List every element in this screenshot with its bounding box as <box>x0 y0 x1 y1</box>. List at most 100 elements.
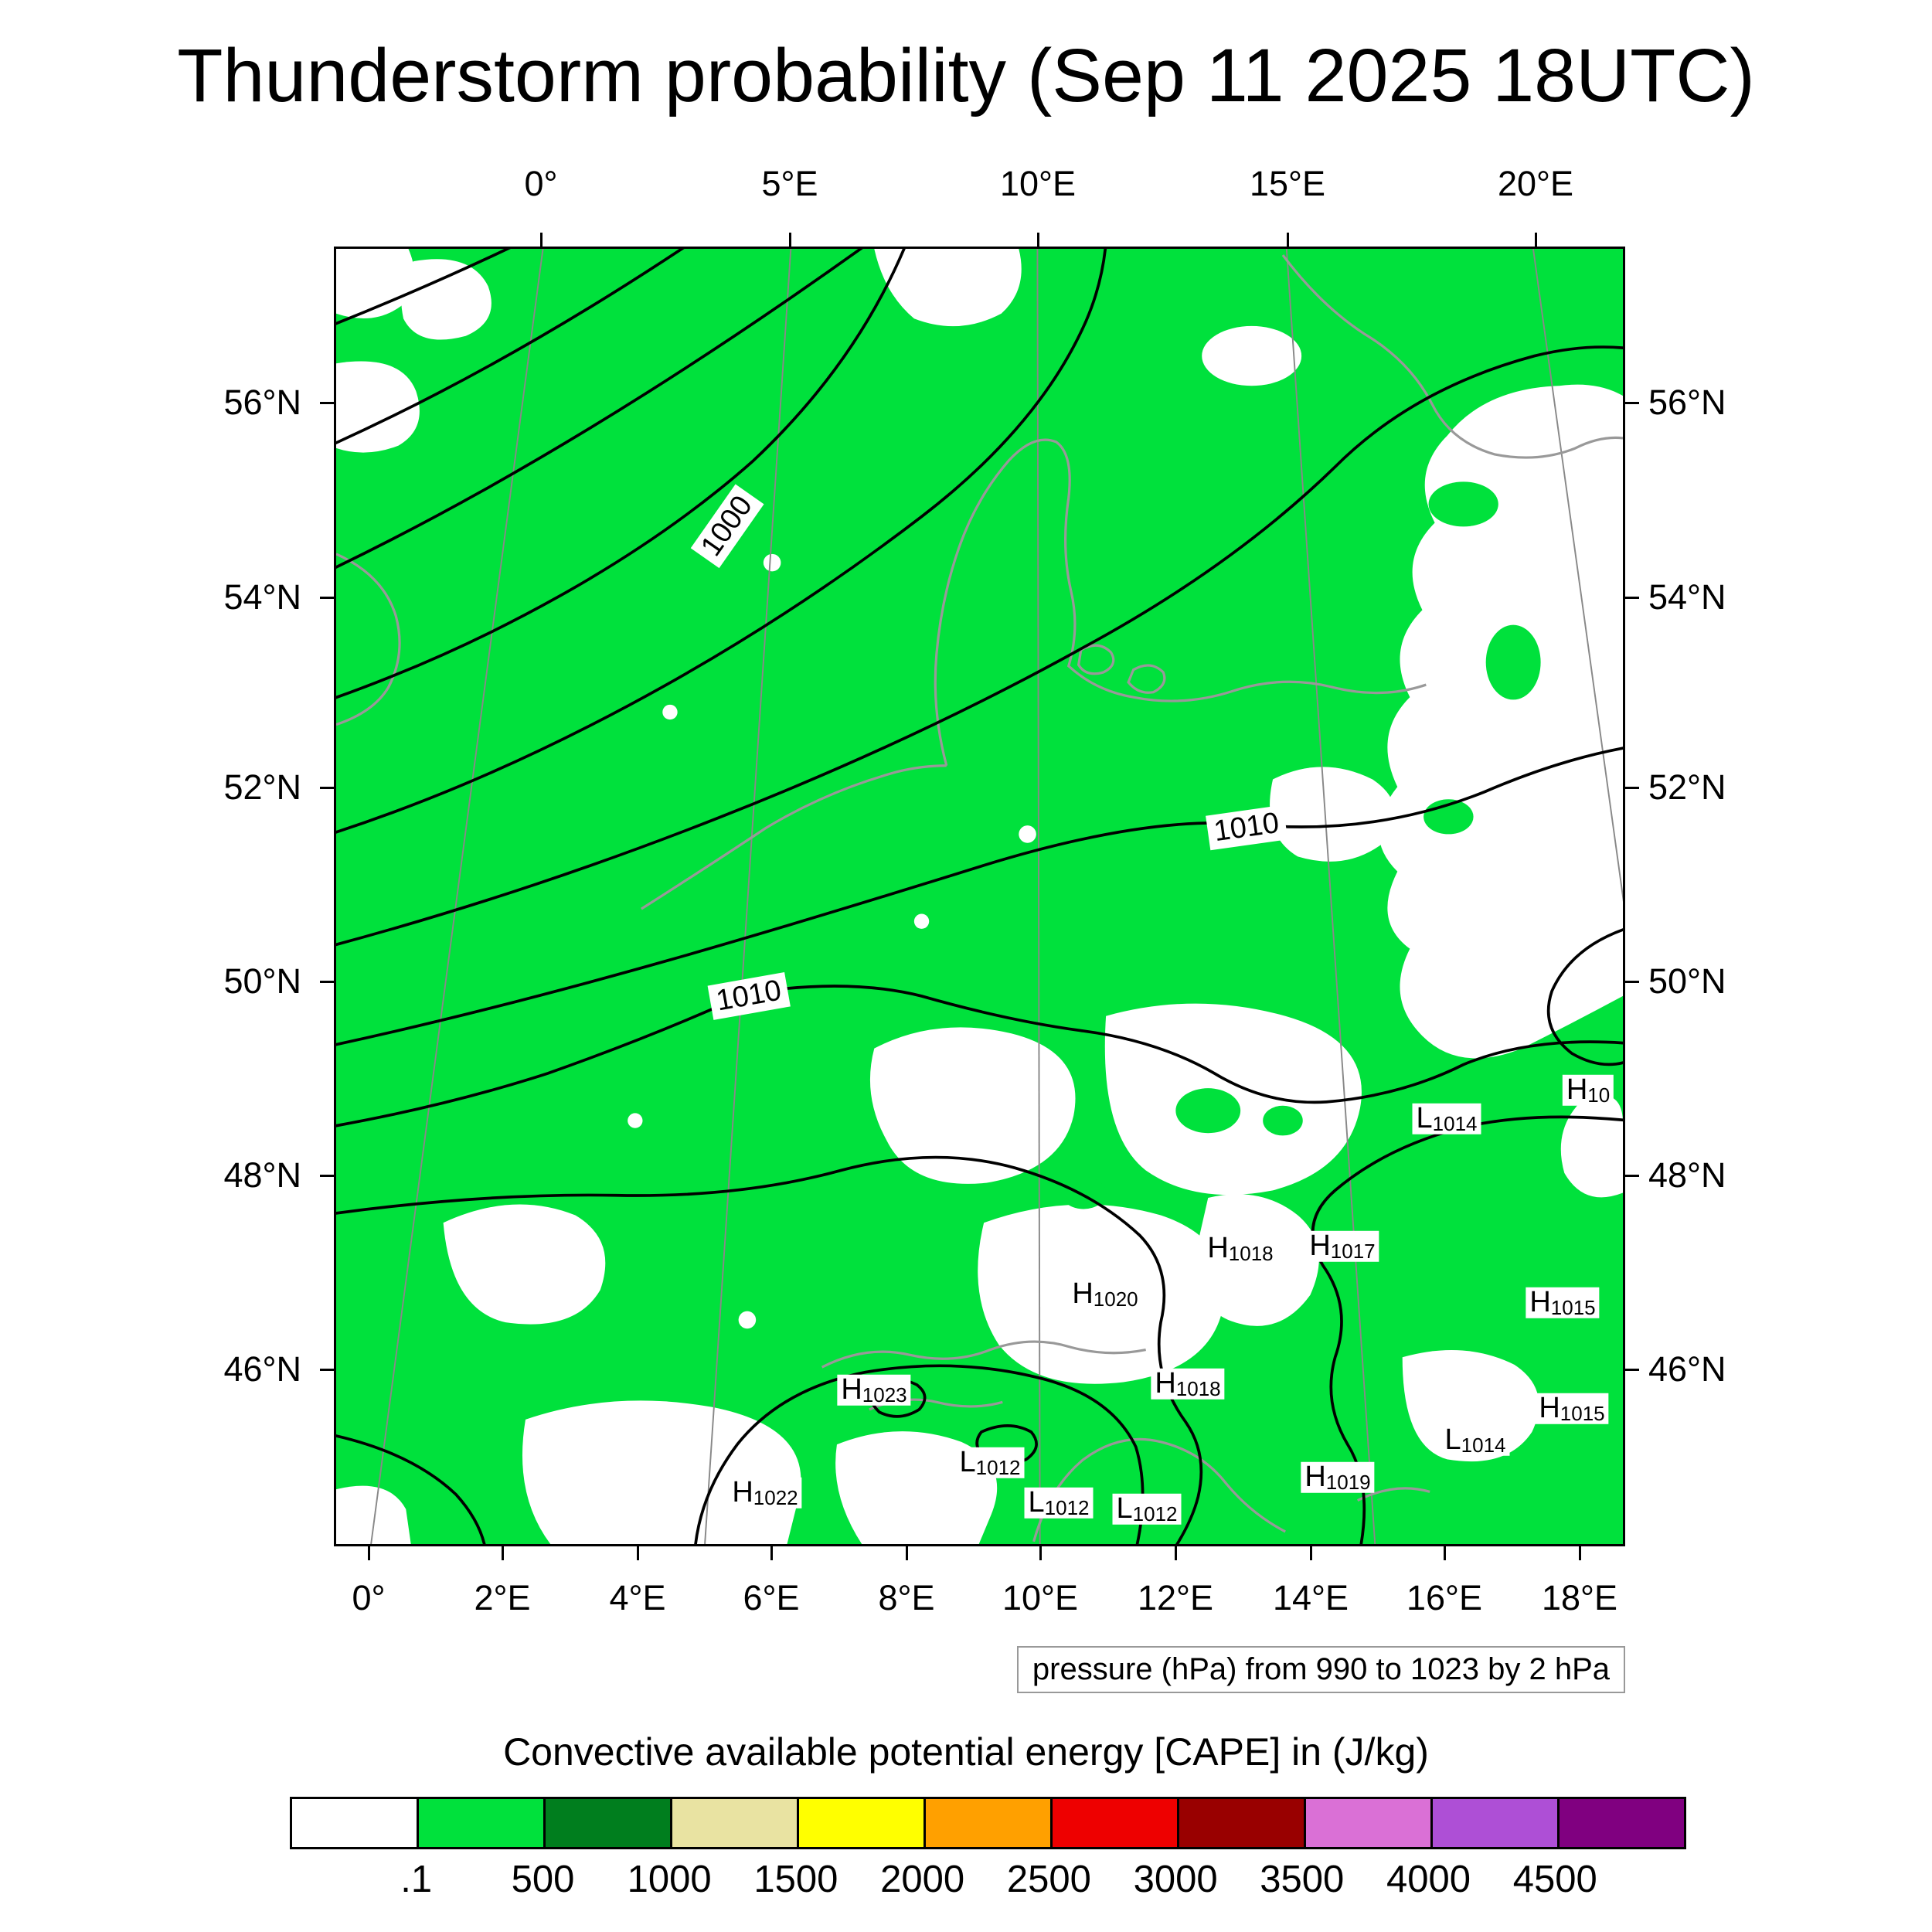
colorbar-tick-label: 4500 <box>1512 1859 1597 1900</box>
pressure-center-value: 1018 <box>1228 1241 1274 1265</box>
pressure-center-letter: H <box>1539 1391 1560 1424</box>
axis-label-bottom: 14°E <box>1272 1578 1349 1617</box>
pressure-center-l: L1012 <box>955 1447 1025 1479</box>
pressure-center-letter: H <box>1309 1229 1331 1262</box>
tick-mark-right <box>1625 981 1639 983</box>
map: 1000 1010 1010 H10 L1014 H1018 H1017 H1020 H1015… <box>334 247 1625 1546</box>
tick-mark-bottom <box>1444 1546 1446 1560</box>
colorbar-cell <box>543 1799 670 1847</box>
axis-label-bottom: 2°E <box>474 1578 531 1617</box>
axis-label-left: 46°N <box>223 1349 301 1389</box>
tick-mark-right <box>1625 597 1639 599</box>
tick-mark-bottom <box>1039 1546 1042 1560</box>
colorbar-cell <box>923 1799 1050 1847</box>
tick-mark-left <box>320 981 334 983</box>
pressure-center-l: L1012 <box>1112 1493 1182 1526</box>
axis-label-bottom: 10°E <box>1002 1578 1079 1617</box>
pressure-note: pressure (hPa) from 990 to 1023 by 2 hPa <box>1016 1646 1625 1693</box>
pressure-center-letter: L <box>1028 1485 1045 1519</box>
axis-label-left: 52°N <box>223 767 301 807</box>
colorbar-tick-label: 4000 <box>1386 1859 1471 1900</box>
axis-label-bottom: 8°E <box>878 1578 935 1617</box>
pressure-center-value: 1014 <box>1432 1111 1478 1135</box>
axis-label-top: 20°E <box>1497 164 1574 203</box>
tick-mark-right <box>1625 1175 1639 1177</box>
tick-mark-top <box>540 233 543 247</box>
tick-mark-left <box>320 597 334 599</box>
axis-label-right: 56°N <box>1648 383 1726 422</box>
pressure-center-letter: H <box>841 1372 862 1406</box>
tick-mark-bottom <box>770 1546 773 1560</box>
pressure-center-value: 1017 <box>1330 1239 1376 1263</box>
colorbar-cell <box>1304 1799 1430 1847</box>
axis-label-right: 48°N <box>1648 1155 1726 1195</box>
colorbar-cell <box>1177 1799 1304 1847</box>
colorbar-cell <box>797 1799 923 1847</box>
tick-mark-top <box>789 233 791 247</box>
colorbar-cell <box>417 1799 543 1847</box>
axis-label-left: 50°N <box>223 961 301 1001</box>
pressure-center-h: H1022 <box>728 1475 802 1509</box>
pressure-center-letter: H <box>1304 1460 1326 1493</box>
pressure-center-letter: H <box>1529 1285 1551 1318</box>
tick-mark-left <box>320 787 334 789</box>
pressure-center-value: 1012 <box>1132 1502 1178 1526</box>
pressure-center-value: 1014 <box>1461 1433 1506 1457</box>
axis-label-right: 54°N <box>1648 577 1726 617</box>
axis-label-right: 50°N <box>1648 961 1726 1001</box>
pressure-center-letter: H <box>1207 1231 1229 1264</box>
colorbar-tick-label: .1 <box>400 1859 433 1900</box>
page-title: Thunderstorm probability (Sep 11 2025 18… <box>177 33 1755 117</box>
pressure-center-h: H10 <box>1562 1074 1614 1107</box>
colorbar-cell <box>1557 1799 1684 1847</box>
tick-mark-right <box>1625 1369 1639 1371</box>
axis-label-left: 48°N <box>223 1155 301 1195</box>
axis-label-right: 52°N <box>1648 767 1726 807</box>
pressure-center-letter: H <box>732 1475 753 1509</box>
axis-label-top: 5°E <box>761 164 818 203</box>
graticule-lines <box>370 249 1623 1544</box>
tick-mark-left <box>320 1369 334 1371</box>
pressure-center-h: H1019 <box>1301 1460 1375 1494</box>
colorbar-cell <box>292 1799 417 1847</box>
pressure-center-h: H1023 <box>837 1372 911 1406</box>
colorbar-tick-label: 3000 <box>1133 1859 1218 1900</box>
axis-label-bottom: 16°E <box>1406 1578 1483 1617</box>
pressure-center-h: H1015 <box>1526 1285 1600 1319</box>
pressure-center-h: H1017 <box>1305 1229 1379 1263</box>
pressure-center-value: 1012 <box>1044 1495 1090 1519</box>
tick-mark-bottom <box>1175 1546 1177 1560</box>
tick-mark-left <box>320 1175 334 1177</box>
pressure-center-value: 1019 <box>1325 1470 1371 1494</box>
tick-mark-bottom <box>1579 1546 1581 1560</box>
pressure-center-value: 1012 <box>975 1455 1021 1479</box>
colorbar-tick-label: 1000 <box>627 1859 712 1900</box>
pressure-center-value: 1023 <box>862 1383 907 1406</box>
tick-mark-bottom <box>502 1546 504 1560</box>
tick-mark-bottom <box>368 1546 370 1560</box>
colorbar-cell <box>1430 1799 1557 1847</box>
tick-mark-left <box>320 402 334 404</box>
tick-mark-bottom <box>1310 1546 1312 1560</box>
pressure-center-h: H1018 <box>1203 1231 1277 1265</box>
colorbar <box>290 1797 1686 1849</box>
pressure-center-value: 1015 <box>1550 1295 1596 1319</box>
colorbar-tick-label: 500 <box>511 1859 575 1900</box>
pressure-center-h: H1020 <box>1068 1278 1142 1311</box>
pressure-center-value: 1015 <box>1560 1401 1605 1425</box>
axis-label-bottom: 4°E <box>609 1578 666 1617</box>
pressure-center-l: L1012 <box>1024 1485 1094 1519</box>
tick-mark-right <box>1625 402 1639 404</box>
pressure-center-h: H1015 <box>1535 1391 1609 1425</box>
tick-mark-top <box>1535 233 1537 247</box>
tick-mark-bottom <box>637 1546 639 1560</box>
axis-label-bottom: 12°E <box>1137 1578 1214 1617</box>
axis-label-bottom: 0° <box>352 1578 386 1617</box>
axis-label-left: 54°N <box>223 577 301 617</box>
map-svg <box>336 249 1623 1544</box>
axis-label-top: 15°E <box>1249 164 1326 203</box>
pressure-center-letter: L <box>1416 1101 1433 1134</box>
tick-mark-top <box>1287 233 1289 247</box>
pressure-center-letter: H <box>1155 1366 1176 1400</box>
